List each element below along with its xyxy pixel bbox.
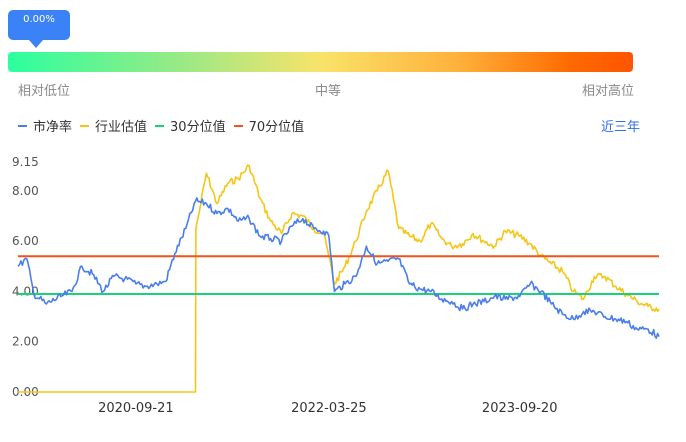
scale-label-low: 相对低位 [18,84,71,99]
range-toggle-3y[interactable]: 近三年 [600,120,640,135]
y-tick-label: 6.00 [12,234,39,248]
legend-item-p30[interactable]: 30分位值 [155,116,226,135]
scale-label-mid: 中等 [315,84,342,99]
series-line-industry [18,164,660,393]
x-tick-label: 2020-09-21 [98,401,174,416]
y-tick-label: 9.15 [12,155,39,169]
percentile-badge-text: 0.00% [23,14,55,25]
chart-legend: 市净率 行业估值 30分位值 70分位值 [18,116,312,135]
legend-item-p70[interactable]: 70分位值 [233,116,305,135]
legend-label-industry: 行业估值 [95,120,148,135]
legend-label-pb: 市净率 [33,120,73,135]
x-tick-label: 2022-03-25 [291,401,367,416]
valuation-gradient-bar [8,52,633,72]
legend-swatch-pb [18,124,27,127]
legend-label-p70: 70分位值 [248,120,305,135]
x-tick-label: 2023-09-20 [482,401,558,416]
series-line-pb [17,197,660,339]
legend-label-p30: 30分位值 [170,120,226,135]
legend-item-industry[interactable]: 行业估值 [80,116,147,135]
y-tick-label: 2.00 [12,335,39,349]
legend-item-pb[interactable]: 市净率 [18,116,72,135]
percentile-badge: 0.00% [8,10,70,40]
legend-swatch-industry [80,124,90,127]
legend-swatch-p30 [155,124,165,127]
scale-label-high: 相对高位 [582,84,635,99]
y-tick-label: 8.00 [12,184,39,198]
percentile-badge-pointer [29,40,43,48]
legend-swatch-p70 [233,124,243,127]
